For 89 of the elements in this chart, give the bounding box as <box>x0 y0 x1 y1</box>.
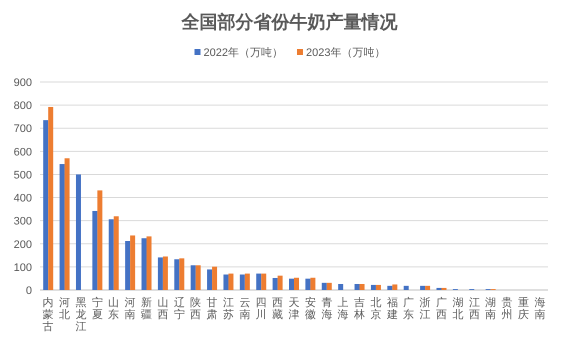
bar <box>310 278 316 290</box>
x-tick-label: 新疆 <box>141 296 152 321</box>
bar <box>48 106 54 290</box>
bar <box>322 282 327 290</box>
x-tick-label: 广东 <box>403 296 414 321</box>
bar <box>60 164 65 290</box>
bar <box>223 274 228 290</box>
bar <box>420 286 426 290</box>
y-tick-label: 400 <box>14 192 32 205</box>
x-tick-label: 西藏 <box>272 297 284 321</box>
x-tick-label: 海南 <box>534 297 546 321</box>
bar <box>256 274 262 290</box>
bar <box>228 274 234 290</box>
y-tick-label: 800 <box>14 100 32 112</box>
bar <box>244 274 250 290</box>
chart-title: 全国部分省份牛奶产量情况 <box>180 12 398 32</box>
x-tick-label: 云南 <box>239 297 250 321</box>
x-tick-label: 吉林 <box>353 296 366 321</box>
bar <box>179 258 184 290</box>
y-tick-label: 900 <box>14 77 32 89</box>
bar <box>158 257 163 290</box>
x-tick-label: 福建 <box>386 296 398 321</box>
bar <box>354 284 360 290</box>
bar <box>130 235 136 290</box>
x-tick-label: 河南 <box>124 297 136 321</box>
bar <box>142 238 147 290</box>
x-tick-label: 宁夏 <box>92 296 103 321</box>
bar <box>272 278 278 290</box>
x-tick-label: 浙江 <box>420 296 431 321</box>
x-tick-label: 北京 <box>370 296 382 321</box>
x-tick-label: 安徽 <box>304 296 316 321</box>
bar <box>92 210 98 290</box>
x-tick-label: 湖北 <box>452 297 464 321</box>
y-tick-label: 0 <box>26 285 32 297</box>
x-tick-label: 山东 <box>108 296 120 321</box>
x-tick-label: 湖南 <box>485 297 496 321</box>
bar <box>305 278 310 290</box>
bar <box>261 274 266 290</box>
x-tick-label: 河北 <box>59 297 70 321</box>
bar <box>146 236 152 290</box>
bar <box>387 286 392 290</box>
x-tick-label: 青海 <box>321 296 332 321</box>
x-tick-label: 山西 <box>157 296 168 321</box>
bar <box>278 276 283 290</box>
y-tick-label: 200 <box>14 238 32 251</box>
y-tick-label: 700 <box>14 123 32 136</box>
x-tick-label: 广西 <box>436 296 447 321</box>
bar <box>207 269 212 290</box>
x-tick-label: 天津 <box>288 297 300 321</box>
bar <box>392 284 398 290</box>
y-tick-label: 500 <box>14 169 32 182</box>
bar <box>162 256 168 290</box>
bar <box>326 282 332 290</box>
x-tick-label: 陕西 <box>190 297 202 321</box>
bar <box>108 219 114 290</box>
legend-label: 2022年（万吨） <box>204 46 283 59</box>
bar <box>76 174 81 290</box>
bar <box>360 284 365 290</box>
bar <box>114 216 119 290</box>
bar <box>125 241 130 290</box>
bar <box>174 259 180 290</box>
x-tick-label: 甘肃 <box>206 296 218 321</box>
y-tick-label: 300 <box>14 216 32 228</box>
x-tick-label: 贵州 <box>502 296 513 321</box>
x-tick-label: 重庆 <box>518 296 529 321</box>
x-tick-label: 江西 <box>468 297 480 321</box>
bar <box>190 265 196 290</box>
bar <box>64 158 70 290</box>
bar <box>212 266 218 290</box>
y-tick-label: 100 <box>14 262 32 274</box>
bar <box>338 284 344 290</box>
bar <box>240 274 245 290</box>
legend-label: 2023年（万吨） <box>306 46 386 59</box>
bar <box>370 284 376 290</box>
x-tick-label: 江苏 <box>222 297 234 321</box>
bar <box>294 278 299 290</box>
bar <box>289 278 294 290</box>
bar <box>425 286 430 290</box>
x-tick-label: 四川 <box>256 297 267 321</box>
bar <box>376 284 381 290</box>
x-tick-label: 内蒙古 <box>42 296 54 333</box>
bar <box>43 120 48 290</box>
y-tick-label: 600 <box>14 146 32 158</box>
bar <box>196 265 201 290</box>
bar <box>97 190 102 290</box>
x-tick-label: 辽宁 <box>174 297 185 321</box>
bar <box>404 286 409 290</box>
x-tick-label: 上海 <box>338 296 349 321</box>
x-tick-label: 黑龙江 <box>75 297 86 333</box>
